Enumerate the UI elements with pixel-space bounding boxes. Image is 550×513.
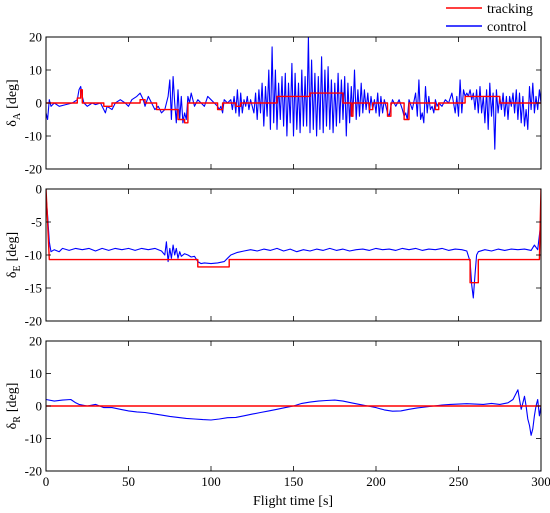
panel-elevator-yticks: 0 -5 -10 -15 -20 — [25, 182, 541, 329]
panel-elevator: 0 -5 -10 -15 -20 δE [deg] — [5, 182, 542, 329]
ytick-label: -20 — [25, 314, 42, 329]
panel-aileron-yticks: 20 10 0 -10 -20 — [25, 30, 541, 177]
series-tracking-line-elevator — [46, 189, 541, 284]
ytick-label: -10 — [25, 248, 42, 263]
ytick-label: -15 — [25, 281, 42, 296]
xtick-label: 300 — [531, 474, 550, 489]
panel-aileron-ylabel-sub: A — [12, 112, 23, 120]
legend: tracking control — [446, 2, 533, 35]
panel-elevator-frame — [45, 188, 542, 322]
xtick-label: 0 — [43, 474, 50, 489]
panel-aileron: 20 10 0 -10 -20 δA [deg] — [5, 30, 542, 177]
panel-elevator-xticks — [45, 189, 542, 321]
ytick-label: -10 — [25, 129, 42, 144]
xtick-label: 150 — [284, 474, 304, 489]
xtick-label: 100 — [201, 474, 221, 489]
xtick-label: 250 — [449, 474, 469, 489]
ytick-label: 10 — [29, 63, 42, 78]
series-control-line-rudder — [46, 389, 541, 436]
panel-rudder-yticks: 20 10 0 -10 -20 — [25, 334, 541, 479]
panel-rudder-xticks: 0 50 100 150 200 250 300 — [43, 341, 550, 489]
ytick-label: -5 — [31, 215, 42, 230]
ytick-label: -20 — [25, 162, 42, 177]
panel-elevator-ylabel-main: δ — [5, 271, 20, 278]
series-control-line-aileron — [46, 37, 541, 150]
panel-elevator-ylabel-unit: [deg] — [5, 232, 20, 262]
panel-aileron-xticks — [45, 37, 542, 169]
panel-rudder-ylabel-main: δ — [5, 422, 20, 429]
panel-rudder-ylabel: δR [deg] — [5, 383, 23, 430]
panel-aileron-ylabel: δA [deg] — [5, 79, 23, 126]
ytick-label: 20 — [29, 30, 42, 45]
panel-rudder-ylabel-sub: R — [12, 416, 23, 423]
panel-rudder-ylabel-unit: [deg] — [5, 383, 20, 413]
panel-elevator-ylabel: δE [deg] — [5, 232, 23, 278]
ytick-label: 0 — [36, 399, 43, 414]
ytick-label: -20 — [25, 464, 42, 479]
panel-aileron-plot — [46, 37, 541, 150]
legend-tracking-label: tracking — [487, 2, 533, 17]
panel-elevator-ylabel-sub: E — [12, 265, 23, 271]
series-tracking-line-aileron — [46, 89, 541, 124]
ytick-label: 20 — [29, 334, 42, 349]
panel-rudder-plot — [46, 389, 541, 436]
xtick-label: 200 — [366, 474, 386, 489]
ytick-label: 0 — [36, 182, 43, 197]
ytick-label: 0 — [36, 96, 43, 111]
xtick-label: 50 — [122, 474, 135, 489]
panel-elevator-plot — [46, 189, 541, 299]
ytick-label: 10 — [29, 366, 42, 381]
series-control-line-elevator — [46, 195, 541, 299]
panel-aileron-ylabel-unit: [deg] — [5, 79, 20, 109]
legend-control-label: control — [487, 20, 527, 35]
panel-aileron-ylabel-main: δ — [5, 120, 20, 127]
ytick-label: -10 — [25, 431, 42, 446]
x-axis-label: Flight time [s] — [253, 494, 333, 509]
